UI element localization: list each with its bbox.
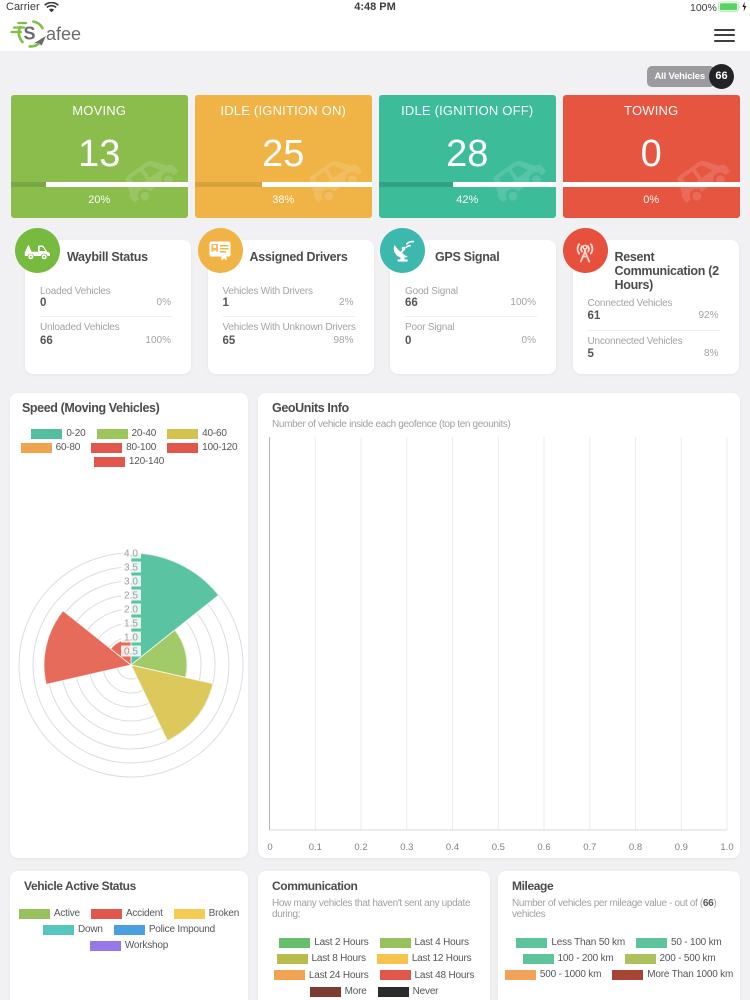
svg-text:0.3: 0.3 [400, 842, 413, 853]
svg-text:1.0: 1.0 [720, 842, 733, 853]
svg-text:1.5: 1.5 [124, 619, 138, 630]
svg-text:3.5: 3.5 [124, 563, 138, 574]
svg-text:0.4: 0.4 [446, 842, 459, 853]
svg-text:0.5: 0.5 [124, 647, 138, 658]
svg-text:0.5: 0.5 [492, 842, 505, 853]
svg-text:0.9: 0.9 [675, 842, 688, 853]
svg-text:2.0: 2.0 [124, 605, 138, 616]
svg-text:afee: afee [46, 24, 81, 44]
svg-text:0.2: 0.2 [354, 842, 367, 853]
svg-text:4.0: 4.0 [124, 549, 138, 560]
svg-text:0.8: 0.8 [629, 842, 642, 853]
svg-text:S: S [24, 24, 36, 44]
svg-text:0: 0 [267, 842, 272, 853]
svg-text:0.1: 0.1 [309, 842, 322, 853]
svg-text:0.6: 0.6 [537, 842, 550, 853]
svg-text:1.0: 1.0 [124, 633, 138, 644]
svg-text:3.0: 3.0 [124, 577, 138, 588]
svg-text:0.7: 0.7 [583, 842, 596, 853]
svg-text:2.5: 2.5 [124, 591, 138, 602]
